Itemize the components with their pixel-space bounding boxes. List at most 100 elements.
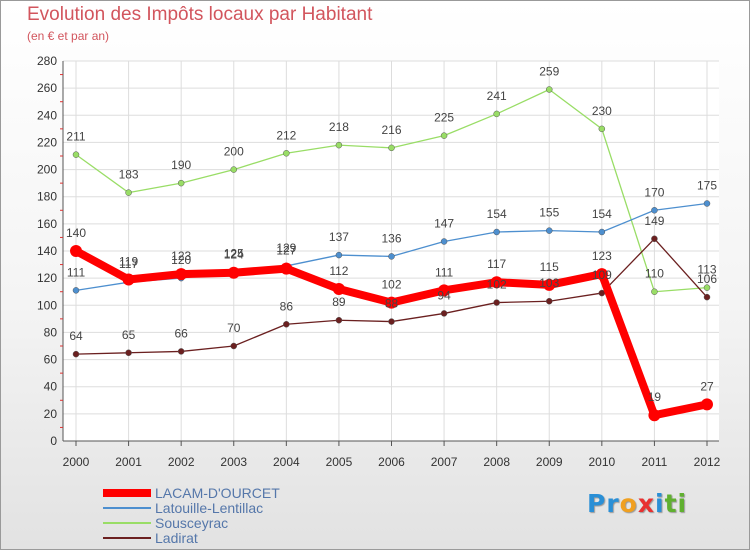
data-point: [227, 266, 240, 279]
data-point: [598, 125, 606, 133]
logo-letter: r: [606, 489, 620, 518]
data-label: 140: [66, 226, 86, 240]
data-label: 211: [66, 130, 85, 144]
data-label: 200: [224, 145, 244, 159]
data-point: [703, 284, 711, 291]
data-point: [546, 86, 553, 93]
x-tick-label: 2010: [588, 455, 615, 469]
data-point: [440, 238, 448, 245]
logo-letter: x: [637, 489, 655, 518]
y-tick-label: 80: [44, 325, 58, 339]
data-label: 123: [171, 249, 191, 263]
logo-letter: t: [664, 489, 678, 518]
y-tick-label: 120: [37, 271, 57, 285]
data-point: [543, 278, 556, 291]
data-point: [651, 288, 658, 295]
data-label: 124: [224, 248, 244, 262]
data-point: [230, 342, 237, 350]
y-tick-label: 60: [44, 353, 58, 367]
data-label: 111: [435, 265, 454, 279]
data-label: 127: [276, 244, 296, 258]
x-tick-label: 2006: [378, 455, 405, 469]
data-point: [701, 398, 713, 411]
data-point: [175, 268, 188, 281]
data-label: 66: [174, 326, 188, 340]
data-point: [280, 262, 293, 275]
data-label: 125: [224, 246, 244, 260]
data-label: 111: [67, 265, 86, 279]
data-point: [335, 251, 343, 259]
data-label: 94: [437, 288, 451, 302]
data-label: 117: [119, 257, 138, 271]
data-point: [651, 207, 658, 214]
data-point: [332, 283, 345, 295]
data-label: 129: [276, 241, 296, 255]
data-point: [177, 348, 185, 355]
y-tick-label: 240: [37, 108, 57, 122]
logo-letter: P: [587, 489, 607, 518]
proxiti-logo: Proxiti: [587, 489, 687, 518]
data-point: [440, 310, 448, 317]
x-tick-label: 2004: [273, 455, 300, 469]
data-point: [70, 245, 82, 257]
data-label: 241: [487, 89, 507, 103]
y-tick-label: 40: [44, 380, 58, 394]
data-label: 175: [697, 179, 717, 193]
data-label: 70: [227, 321, 241, 335]
logo-letter: i: [655, 489, 665, 518]
data-label: 102: [381, 278, 401, 292]
y-tick-label: 260: [37, 81, 57, 95]
x-tick-label: 2003: [220, 455, 247, 469]
data-point: [703, 200, 711, 207]
y-tick-label: 220: [37, 135, 57, 149]
data-label: 230: [592, 104, 612, 118]
data-label: 64: [69, 329, 83, 343]
x-tick-label: 2007: [431, 455, 458, 469]
x-tick-label: 2005: [326, 455, 353, 469]
data-label: 170: [644, 185, 664, 199]
x-tick-label: 2008: [483, 455, 510, 469]
data-label: 27: [700, 379, 714, 393]
data-label: 106: [697, 272, 717, 286]
data-point: [493, 299, 500, 306]
data-point: [546, 297, 553, 305]
logo-letter: i: [677, 489, 688, 518]
data-point: [598, 228, 606, 236]
data-label: 88: [385, 297, 399, 311]
x-tick-label: 2009: [536, 455, 563, 469]
data-label: 183: [119, 168, 139, 182]
data-label: 117: [487, 257, 506, 271]
y-tick-label: 180: [37, 190, 57, 204]
data-point: [283, 150, 290, 157]
legend-entry: Ladirat: [155, 530, 198, 546]
data-label: 89: [332, 295, 346, 309]
data-point: [440, 132, 448, 139]
x-tick-label: 2001: [115, 455, 142, 469]
data-point: [388, 253, 395, 260]
x-tick-label: 2002: [168, 455, 195, 469]
x-tick-label: 2012: [694, 455, 721, 469]
data-label: 86: [280, 299, 294, 313]
data-label: 259: [539, 65, 559, 79]
y-tick-label: 20: [44, 407, 58, 421]
data-label: 115: [540, 260, 559, 274]
data-point: [125, 189, 132, 196]
data-label: 190: [171, 158, 191, 172]
data-label: 19: [648, 390, 662, 404]
data-label: 225: [434, 111, 454, 125]
data-label: 149: [644, 214, 664, 228]
data-label: 154: [487, 207, 507, 221]
data-point: [493, 110, 500, 118]
data-label: 147: [434, 217, 454, 231]
x-tick-label: 2000: [63, 455, 90, 469]
data-point: [388, 318, 395, 325]
data-label: 137: [329, 230, 349, 244]
y-tick-label: 200: [37, 163, 57, 177]
chart-title: Evolution des Impôts locaux par Habitant: [27, 4, 373, 25]
legend-entry: Sousceyrac: [155, 515, 228, 531]
data-label: 109: [592, 268, 612, 282]
data-point: [283, 321, 290, 328]
data-point: [703, 293, 711, 301]
